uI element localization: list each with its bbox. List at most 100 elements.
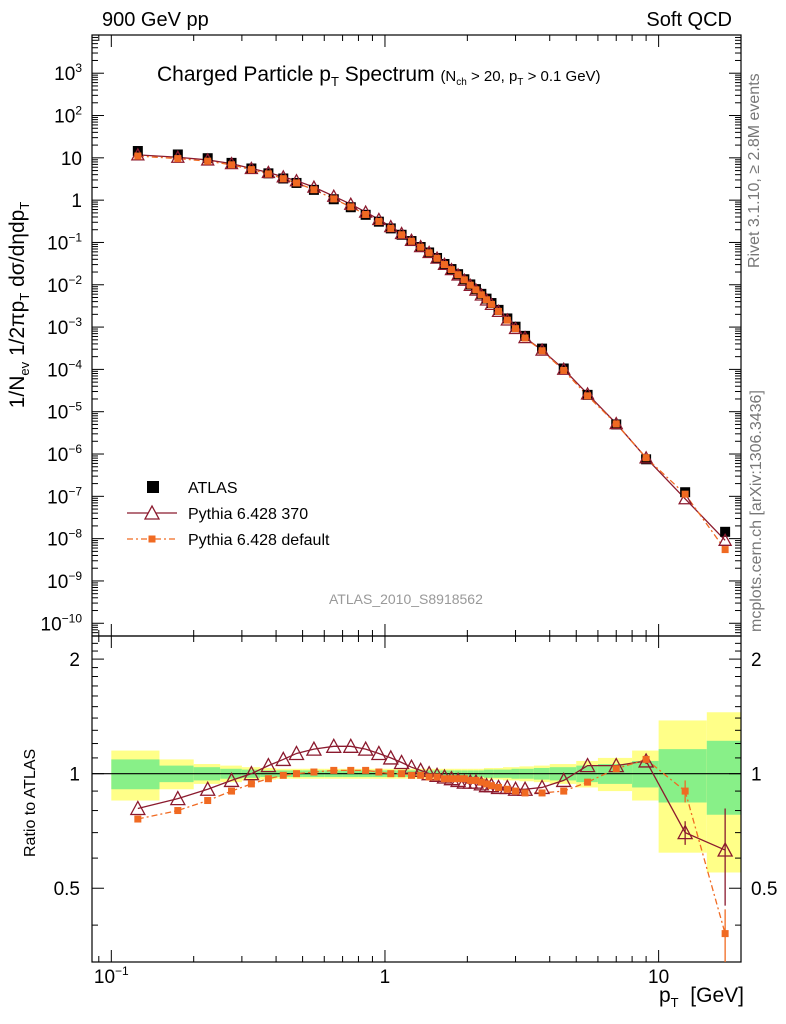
ratio-pythia-default-point bbox=[447, 775, 455, 783]
ratio-tick-label-right: 0.5 bbox=[751, 879, 777, 900]
ratio-pythia-default-point bbox=[642, 755, 650, 763]
ratio-pythia-default-point bbox=[387, 770, 395, 778]
ratio-pythia-default-point bbox=[433, 773, 441, 781]
y-tick-label: 10−10 bbox=[41, 611, 83, 635]
ratio-pythia-default-point bbox=[264, 775, 272, 783]
legend-entry-label: Pythia 6.428 default bbox=[188, 532, 330, 549]
ratio-pythia-default-point bbox=[292, 770, 300, 778]
pythia-default-point bbox=[425, 249, 433, 257]
ratio-tick-label-right: 1 bbox=[751, 765, 762, 786]
x-tick-label: 10−1 bbox=[94, 964, 129, 988]
ratio-pythia-default-point bbox=[362, 766, 370, 774]
y-tick-label: 10−3 bbox=[47, 315, 82, 339]
ratio-pythia-370-point bbox=[223, 772, 240, 788]
y-tick-label: 10−5 bbox=[47, 400, 82, 424]
legend-atlas-marker bbox=[147, 481, 159, 493]
pythia-default-point bbox=[433, 254, 441, 262]
legend-pythia-default-marker bbox=[148, 535, 156, 543]
ratio-pythia-default-point bbox=[247, 780, 255, 788]
header-process: 900 GeV pp bbox=[102, 9, 209, 31]
pythia-default-point bbox=[460, 276, 468, 284]
pythia-default-point bbox=[483, 296, 491, 304]
y-tick-label: 103 bbox=[54, 61, 82, 85]
y-tick-label: 10−2 bbox=[47, 273, 82, 297]
ratio-pythia-default-point bbox=[512, 787, 520, 795]
atlas-data-point bbox=[172, 149, 183, 160]
ratio-pythia-default-point bbox=[503, 785, 511, 793]
ratio-tick-label-left: 0.5 bbox=[54, 879, 80, 900]
y-tick-label: 10−9 bbox=[47, 569, 82, 593]
ratio-pythia-default-point bbox=[487, 782, 495, 790]
ratio-pythia-default-point bbox=[407, 771, 415, 779]
y-tick-label: 10−8 bbox=[47, 527, 82, 551]
pythia-default-point bbox=[447, 266, 455, 274]
pythia-default-point bbox=[495, 307, 503, 315]
ratio-pythia-default-point bbox=[398, 770, 406, 778]
ratio-pythia-default-point bbox=[472, 776, 480, 784]
ratio-pythia-default-point bbox=[417, 771, 425, 779]
atlas-data-point bbox=[132, 146, 143, 157]
pythia-default-point bbox=[512, 325, 520, 333]
pythia-default-point bbox=[584, 392, 592, 400]
ratio-pythia-370-point bbox=[342, 737, 359, 753]
ratio-pythia-default-point bbox=[466, 776, 474, 784]
ratio-pythia-default-point bbox=[495, 783, 503, 791]
ratio-pythia-370-point bbox=[357, 740, 374, 756]
pythia-default-point bbox=[247, 166, 255, 174]
pythia-default-point bbox=[310, 186, 318, 194]
pythia-default-point bbox=[487, 300, 495, 308]
pythia-default-point bbox=[721, 546, 729, 554]
ratio-pythia-370-point bbox=[199, 780, 216, 796]
ratio-pythia-370-point bbox=[717, 841, 734, 857]
ratio-pythia-default-point bbox=[347, 766, 355, 774]
ratio-tick-label-left: 2 bbox=[69, 650, 80, 671]
ratio-pythia-370-point bbox=[555, 772, 572, 788]
pythia-default-point bbox=[560, 366, 568, 374]
ratio-pythia-default-point bbox=[440, 775, 448, 783]
pythia-default-point bbox=[387, 224, 395, 232]
ratio-pythia-370-point bbox=[579, 757, 596, 773]
ratio-pythia-default-point bbox=[425, 773, 433, 781]
ratio-pythia-default-point bbox=[375, 768, 383, 776]
ratio-pythia-370-point bbox=[129, 800, 146, 816]
ratio-pythia-default-point bbox=[612, 765, 620, 773]
ratio-pythia-default-point bbox=[538, 789, 546, 797]
ratio-pythia-370-point bbox=[382, 749, 399, 765]
ratio-pythia-default-point bbox=[477, 778, 485, 786]
pythia-default-point bbox=[503, 316, 511, 324]
legend-entry-label: Pythia 6.428 370 bbox=[188, 506, 308, 523]
ratio-pythia-370-point bbox=[260, 757, 277, 773]
ratio-tick-label-right: 2 bbox=[751, 650, 762, 671]
pythia-default-point bbox=[466, 281, 474, 289]
ratio-pythia-370-point bbox=[677, 824, 694, 840]
pythia-default-point bbox=[228, 161, 236, 169]
ratio-pythia-default-point bbox=[174, 807, 182, 815]
pythia-default-point bbox=[681, 490, 689, 498]
ratio-pythia-default-point bbox=[454, 775, 462, 783]
ratio-pythia-default-point bbox=[134, 815, 142, 823]
pythia-default-point bbox=[417, 243, 425, 251]
ratio-pythia-370-point bbox=[243, 765, 260, 781]
pythia-default-point bbox=[330, 195, 338, 203]
x-tick-label: 10 bbox=[648, 967, 669, 988]
ratio-pythia-default-point bbox=[279, 771, 287, 779]
ratio-pythia-default-point bbox=[204, 797, 212, 805]
ratio-pythia-default-point bbox=[483, 780, 491, 788]
ratio-tick-label-left: 1 bbox=[69, 765, 80, 786]
ratio-band-inner bbox=[111, 759, 160, 790]
pythia-default-point bbox=[398, 231, 406, 239]
ratio-pythia-370-point bbox=[169, 790, 186, 806]
ratio-pythia-370-point bbox=[288, 745, 305, 761]
ratio-pythia-default-point bbox=[460, 775, 468, 783]
pythia-default-point bbox=[477, 291, 485, 299]
chart-title-condition: (Nch > 20, pT > 0.1 GeV) bbox=[440, 68, 601, 88]
y-tick-label: 10 bbox=[61, 149, 82, 170]
ratio-pythia-370-point bbox=[305, 740, 323, 756]
pythia-default-point bbox=[174, 155, 182, 163]
pythia-default-point bbox=[472, 286, 480, 294]
ratio-pythia-default-point bbox=[228, 787, 236, 795]
y-tick-label: 10−6 bbox=[47, 442, 82, 466]
pythia-default-point bbox=[440, 261, 448, 269]
ratio-pythia-370-point bbox=[370, 745, 387, 761]
